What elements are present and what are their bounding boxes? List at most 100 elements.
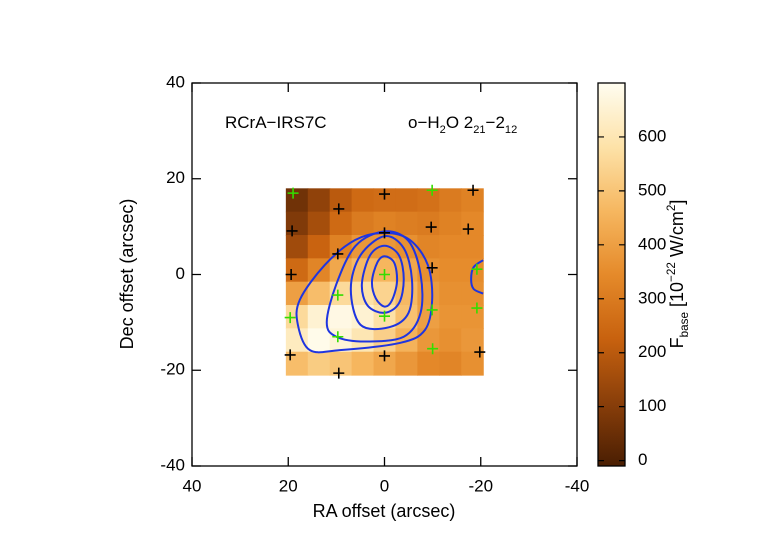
heatmap-cell xyxy=(417,235,440,259)
heatmap-cell xyxy=(439,188,462,213)
contour xyxy=(360,244,405,314)
x-tick-label: 40 xyxy=(183,476,202,495)
heatmap-cell xyxy=(461,305,484,329)
colorbar-tick-label: 400 xyxy=(638,234,666,253)
text-part: RCrA−IRS7C xyxy=(225,113,327,132)
spaxel-marker xyxy=(379,310,390,322)
text-part: [10 xyxy=(667,282,687,312)
x-tick-label: 0 xyxy=(380,476,389,495)
heatmap-cell xyxy=(285,188,309,213)
heatmap-cell xyxy=(395,211,418,236)
heatmap-cell xyxy=(351,258,375,283)
spaxel-marker xyxy=(379,227,390,239)
y-tick-label: 40 xyxy=(166,72,185,91)
heatmap-cell xyxy=(417,351,440,376)
spaxel-marker xyxy=(425,221,437,233)
spaxel-marker xyxy=(286,225,298,237)
spaxel-marker xyxy=(471,302,483,314)
heatmap-cell xyxy=(329,328,353,353)
colorbar-tick-label: 100 xyxy=(638,396,666,415)
heatmap-cell xyxy=(395,351,418,376)
plot-area xyxy=(284,184,486,379)
heatmap-cell xyxy=(285,235,309,259)
heatmap-cell xyxy=(417,328,440,353)
text-part: 21 xyxy=(473,124,485,136)
spaxel-marker xyxy=(379,350,390,362)
heatmap-cell xyxy=(395,258,418,283)
heatmap-cell xyxy=(351,188,375,213)
heatmap-cell xyxy=(351,305,375,329)
colorbar-tick-label: 500 xyxy=(638,180,666,199)
text-part: o−H xyxy=(408,113,440,132)
heatmap-cell xyxy=(329,188,353,213)
spaxel-marker xyxy=(379,269,390,280)
spaxel-marker xyxy=(285,269,297,280)
heatmap-cell xyxy=(307,305,331,329)
heatmap-cell xyxy=(351,351,375,376)
spaxel-marker xyxy=(467,184,479,196)
spaxel-marker xyxy=(462,223,474,235)
spaxel-marker xyxy=(332,289,344,301)
colorbar-label: Fbase [10−22 W/cm2] xyxy=(665,200,691,349)
heatmap-cell xyxy=(329,351,353,376)
contour xyxy=(295,231,434,354)
heatmap-cell xyxy=(439,305,462,329)
spaxel-marker xyxy=(426,184,438,196)
heatmap-cell xyxy=(285,258,309,283)
heatmap-cell xyxy=(351,235,375,259)
colorbar-tick-label: 600 xyxy=(638,126,666,145)
colorbar-tick-label: 200 xyxy=(638,342,666,361)
heatmap-cell xyxy=(439,211,462,236)
spaxel-marker xyxy=(333,203,345,215)
spaxel-marker xyxy=(333,367,345,379)
text-part: 12 xyxy=(505,124,517,136)
heatmap-cell xyxy=(307,211,331,236)
heatmap-cell xyxy=(329,235,353,259)
text-part: O 2 xyxy=(446,113,473,132)
heatmap-cell xyxy=(439,281,462,306)
spaxel-marker xyxy=(471,263,483,275)
heatmap-cell xyxy=(351,211,375,236)
spaxel-marker xyxy=(426,304,438,316)
text-part: −22 xyxy=(665,262,678,282)
spaxel-marker xyxy=(426,262,438,274)
heatmap-cell xyxy=(461,188,484,213)
spaxel-marker xyxy=(332,331,344,343)
spaxel-marker xyxy=(287,187,299,199)
heatmap-cell xyxy=(439,351,462,376)
y-tick-label: -40 xyxy=(160,455,185,474)
spaxel-marker xyxy=(284,349,296,361)
y-tick-label: -20 xyxy=(160,360,185,379)
heatmap-cell xyxy=(307,281,331,306)
heatmap-cell xyxy=(373,351,397,376)
contour xyxy=(349,235,414,331)
heatmap-cell xyxy=(439,258,462,283)
heatmap-cell xyxy=(307,351,331,376)
y-axis-label: Dec offset (arcsec) xyxy=(117,199,137,350)
colorbar-tick-label: 300 xyxy=(638,288,666,307)
text-part: W/cm xyxy=(667,211,687,262)
contour xyxy=(370,255,399,308)
colorbar xyxy=(597,82,626,467)
heatmap-cell xyxy=(285,281,309,306)
heatmap-cell xyxy=(461,235,484,259)
spaxel-marker xyxy=(427,343,439,355)
spaxel-marker xyxy=(474,346,486,358)
y-tick-label: 20 xyxy=(166,168,185,187)
heatmap-cell xyxy=(461,211,484,236)
spaxel-marker xyxy=(332,248,344,260)
heatmap-cell xyxy=(329,211,353,236)
text-part: 2 xyxy=(440,124,446,136)
heatmap-cell xyxy=(307,328,331,353)
heatmap-cell xyxy=(461,281,484,306)
spaxel-marker xyxy=(284,312,296,324)
text-part: 2 xyxy=(665,205,678,212)
x-axis-label: RA offset (arcsec) xyxy=(313,501,456,521)
y-tick-label: 0 xyxy=(176,264,185,283)
heatmap-cell xyxy=(439,235,462,259)
heatmap-cell xyxy=(395,188,418,213)
text-part: base xyxy=(678,312,691,337)
text-part: F xyxy=(667,337,687,348)
heatmap-cell xyxy=(285,211,309,236)
